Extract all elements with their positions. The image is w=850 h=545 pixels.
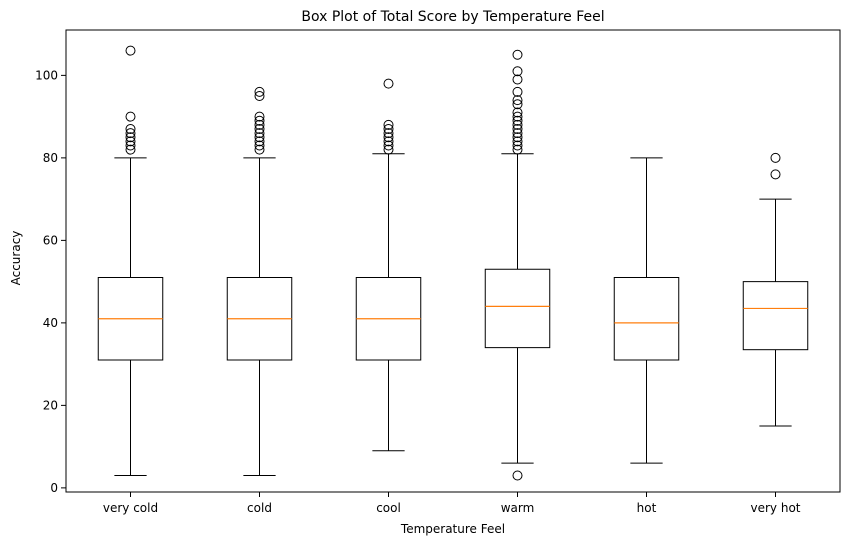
outlier-point [254, 124, 265, 134]
outlier-point [383, 144, 394, 155]
outlier-point [383, 128, 394, 139]
y-tick-label: 100 [35, 68, 58, 82]
outlier-point [254, 115, 265, 126]
x-axis-label: Temperature Feel [400, 522, 505, 536]
outlier-point [254, 91, 265, 101]
outlier-point [512, 49, 523, 60]
outlier-point [254, 111, 265, 122]
outlier-point [512, 132, 523, 143]
x-tick-label: cold [247, 501, 272, 515]
outlier-point [512, 99, 523, 110]
outlier-point [254, 132, 265, 143]
y-tick-label: 20 [43, 398, 58, 412]
outlier-point [125, 144, 136, 155]
outlier-point [125, 136, 136, 147]
outlier-point [383, 136, 394, 147]
outlier-point [383, 140, 394, 151]
x-tick-label: hot [637, 501, 657, 515]
plot-frame [65, 29, 841, 493]
outlier-point [512, 119, 523, 130]
x-tick-label: cool [376, 501, 401, 515]
y-axis-label: Accuracy [9, 231, 23, 286]
box-iqr [613, 277, 680, 361]
outlier-point [254, 136, 265, 147]
outlier-point [125, 128, 136, 139]
outlier-point [512, 66, 523, 77]
outlier-point [512, 128, 523, 139]
outlier-point [512, 74, 523, 85]
box-iqr [742, 281, 809, 351]
y-tick-label: 40 [43, 316, 58, 330]
outlier-point [125, 132, 136, 143]
y-tick-label: 60 [43, 233, 58, 247]
outlier-point [125, 45, 136, 56]
outlier-point [512, 115, 523, 126]
outlier-point [770, 169, 781, 180]
plot-area: 0 20 40 60 80 100 very cold cold cool warm hot very… [35, 45, 809, 515]
box-iqr [484, 268, 551, 349]
outlier-point [512, 140, 523, 151]
outlier-point [383, 78, 394, 89]
outlier-point [254, 86, 265, 97]
outlier-point [512, 124, 523, 134]
outlier-point [254, 119, 265, 130]
outlier-point [254, 128, 265, 139]
outlier-point [125, 111, 136, 122]
outlier-point [254, 144, 265, 155]
outlier-point [512, 470, 523, 481]
outlier-point [512, 95, 523, 106]
outlier-point [512, 86, 523, 97]
outlier-point [512, 111, 523, 122]
y-tick-label: 0 [50, 481, 58, 495]
outlier-point [512, 136, 523, 147]
outlier-point [125, 124, 136, 134]
x-tick-label: very cold [103, 501, 158, 515]
outlier-point [383, 124, 394, 134]
y-tick-label: 80 [43, 151, 58, 165]
chart-title: Box Plot of Total Score by Temperature F… [301, 9, 604, 25]
outlier-point [770, 152, 781, 163]
outlier-point [512, 144, 523, 155]
x-tick-label: very hot [751, 501, 801, 515]
outlier-point [254, 140, 265, 151]
outlier-point [512, 107, 523, 118]
outlier-point [383, 119, 394, 130]
outlier-point [125, 140, 136, 151]
x-tick-label: warm [501, 501, 535, 515]
outlier-point [383, 132, 394, 143]
